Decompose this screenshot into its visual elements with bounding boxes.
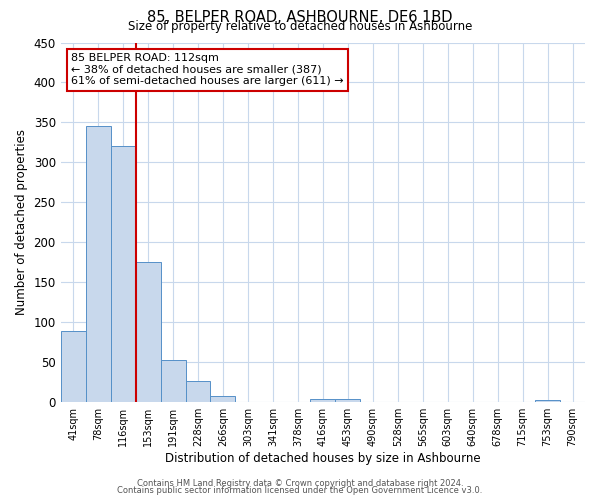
- Bar: [61, 331, 86, 402]
- Bar: [86, 126, 110, 402]
- Bar: [535, 400, 560, 402]
- Text: 85 BELPER ROAD: 112sqm
← 38% of detached houses are smaller (387)
61% of semi-de: 85 BELPER ROAD: 112sqm ← 38% of detached…: [71, 54, 344, 86]
- Bar: [136, 262, 161, 402]
- Text: Contains public sector information licensed under the Open Government Licence v3: Contains public sector information licen…: [118, 486, 482, 495]
- Bar: [161, 360, 185, 402]
- Text: Size of property relative to detached houses in Ashbourne: Size of property relative to detached ho…: [128, 20, 472, 33]
- Text: 85, BELPER ROAD, ASHBOURNE, DE6 1BD: 85, BELPER ROAD, ASHBOURNE, DE6 1BD: [147, 10, 453, 25]
- Y-axis label: Number of detached properties: Number of detached properties: [15, 130, 28, 316]
- X-axis label: Distribution of detached houses by size in Ashbourne: Distribution of detached houses by size …: [165, 452, 481, 465]
- Bar: [335, 399, 360, 402]
- Bar: [310, 399, 335, 402]
- Bar: [110, 146, 136, 402]
- Text: Contains HM Land Registry data © Crown copyright and database right 2024.: Contains HM Land Registry data © Crown c…: [137, 478, 463, 488]
- Bar: [211, 396, 235, 402]
- Bar: [185, 380, 211, 402]
